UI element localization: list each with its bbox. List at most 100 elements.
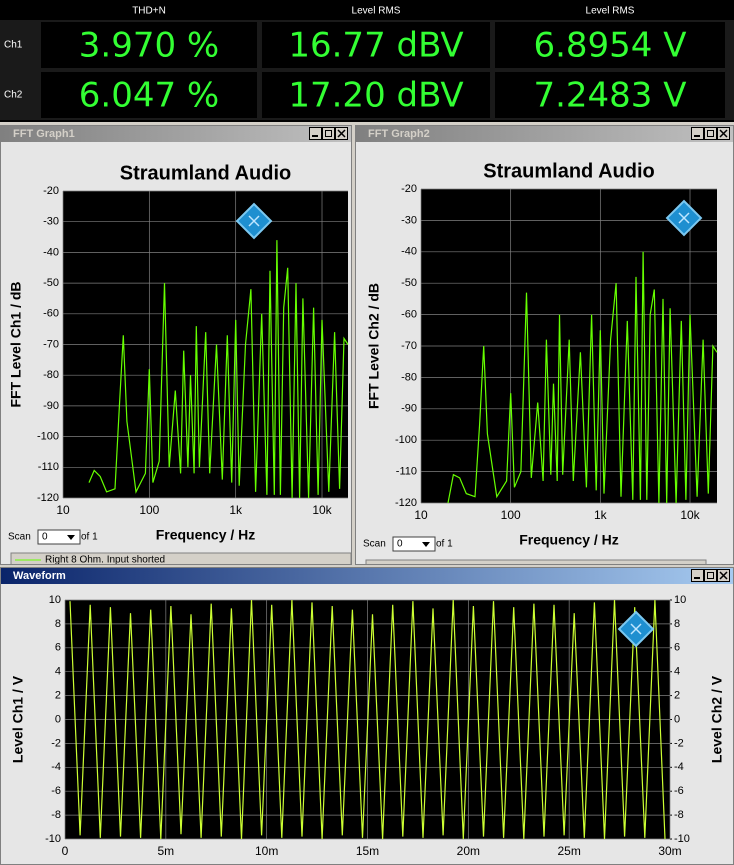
window-buttons[interactable]: [309, 127, 349, 140]
reading-box: [41, 22, 257, 68]
y-tick-label: -30: [43, 216, 59, 228]
series-line: [88, 240, 349, 499]
column-header: Level RMS: [586, 6, 635, 17]
scan-value: 0: [42, 532, 48, 543]
row-label: Ch1: [4, 40, 23, 51]
chart-title: Straumland Audio: [483, 160, 654, 182]
x-tick-label: 15m: [356, 844, 379, 858]
window-title: FFT Graph2: [368, 128, 430, 140]
x-tick-label: 25m: [557, 844, 580, 858]
window-title: FFT Graph1: [13, 128, 75, 140]
y2-tick-label: 2: [674, 690, 680, 702]
y-tick-label: -10: [45, 833, 61, 845]
column-header: THD+N: [132, 6, 166, 17]
y2-axis-label: Level Ch2 / V: [709, 675, 725, 763]
y-tick-label: -60: [401, 309, 417, 321]
reading-value: 17.20 dBV: [288, 76, 463, 116]
y-tick-label: -100: [37, 431, 59, 443]
x-tick-label: 5m: [157, 844, 174, 858]
title-bar: FFT Graph2: [356, 126, 733, 142]
waveform-window: Waveform -10 -8 -6 -4 -2 0 2 4 6 8 10 -10 -8 -6 -4 -2 0 2…: [0, 567, 734, 865]
reading-box: [495, 22, 725, 68]
y-tick-label: -50: [43, 277, 59, 289]
dropdown-arrow: [422, 542, 430, 547]
x-tick-label: 100: [139, 503, 159, 517]
y2-tick-label: -6: [674, 785, 684, 797]
logo: [665, 199, 703, 237]
y2-tick-label: -8: [674, 809, 684, 821]
y-tick-label: -80: [43, 369, 59, 381]
y2-tick-label: 10: [674, 594, 686, 606]
x-tick-label: 10k: [680, 508, 700, 522]
scan-label: Scan: [363, 539, 386, 550]
scan-select[interactable]: [392, 536, 436, 552]
row-label: Ch2: [4, 90, 23, 101]
scan-value: 0: [397, 539, 403, 550]
y-tick-label: -120: [37, 492, 59, 504]
fft-window: FFT Graph2 Straumland Audio -120 -110 -100 -…: [355, 125, 734, 565]
y-tick-label: -120: [395, 497, 417, 509]
y-tick-label: -2: [51, 737, 61, 749]
y-axis-label: FFT Level Ch1 / dB: [8, 281, 24, 407]
series-line: [447, 251, 718, 504]
y-tick-label: -70: [43, 338, 59, 350]
y-tick-label: -40: [401, 246, 417, 258]
y-tick-label: -80: [401, 371, 417, 383]
y-tick-label: -20: [43, 185, 59, 197]
x-tick-label: 10: [56, 503, 70, 517]
y2-tick-label: -2: [674, 737, 684, 749]
y-tick-label: -90: [401, 403, 417, 415]
legend-box: [365, 559, 707, 564]
scan-select[interactable]: [37, 529, 81, 545]
x-tick-label: 1k: [594, 508, 608, 522]
y2-tick-label: -10: [674, 833, 690, 845]
title-bar: Waveform: [1, 568, 733, 584]
fft-window: FFT Graph1 Straumland Audio -120 -110 -100 -…: [0, 125, 352, 565]
y-tick-label: -40: [43, 246, 59, 258]
x-tick-label: 10k: [312, 503, 332, 517]
y-tick-label: 0: [55, 713, 61, 725]
waveform-chart: -10 -8 -6 -4 -2 0 2 4 6 8 10 -10 -8 -6 -4 -2 0 2 4 6 8 10 0 5m 1…: [1, 584, 733, 864]
y-tick-label: -8: [51, 809, 61, 821]
y-tick-label: 4: [55, 666, 61, 678]
y-tick-label: 6: [55, 642, 61, 654]
logo: [235, 202, 273, 240]
reading-box: [262, 72, 490, 118]
legend-entry: Right 8 Ohm. Input shorted: [45, 555, 165, 565]
y-tick-label: -100: [395, 434, 417, 446]
y2-tick-label: 0: [674, 713, 680, 725]
scan-total: of 1: [436, 539, 453, 550]
reading-value: 3.970 %: [79, 26, 219, 66]
window-buttons[interactable]: [691, 127, 731, 140]
y-tick-label: -50: [401, 277, 417, 289]
y-tick-label: -20: [401, 183, 417, 195]
title-bar: FFT Graph1: [1, 126, 351, 142]
window-buttons[interactable]: [691, 569, 731, 582]
x-tick-label: 10m: [255, 844, 278, 858]
legend-box: [10, 552, 351, 564]
logo: [617, 610, 655, 648]
reading-value: 16.77 dBV: [288, 26, 463, 66]
series-line: [69, 599, 666, 840]
y-tick-label: -4: [51, 761, 61, 773]
fft-chart: Straumland Audio -120 -110 -100 -90 -80 -70 -60…: [356, 142, 733, 564]
x-axis-label: Frequency / Hz: [519, 532, 619, 548]
reading-value: 6.8954 V: [533, 26, 686, 66]
y-tick-label: -110: [38, 461, 59, 473]
column-header: Level RMS: [352, 6, 401, 17]
reading-box: [495, 72, 725, 118]
y-tick-label: -70: [401, 340, 417, 352]
x-tick-label: 10: [414, 508, 428, 522]
reading-box: [41, 72, 257, 118]
y-axis-label: Level Ch1 / V: [10, 675, 26, 763]
y-tick-label: -90: [43, 400, 59, 412]
x-axis-label: Frequency / Hz: [156, 527, 256, 543]
x-tick-label: 0: [62, 844, 69, 858]
reading-value: 6.047 %: [79, 76, 219, 116]
y2-tick-label: 6: [674, 642, 680, 654]
y-tick-label: 8: [55, 618, 61, 630]
dropdown-arrow: [67, 535, 75, 540]
y-tick-label: 2: [55, 690, 61, 702]
readings-panel: THD+N Level RMS Level RMS Ch1 3.970 % 16.77 d…: [0, 0, 734, 122]
